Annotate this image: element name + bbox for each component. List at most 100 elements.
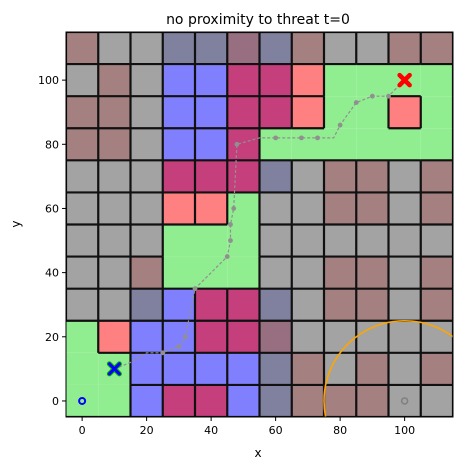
grid-cell [324,128,357,161]
grid-cell [356,288,389,321]
grid-cell [259,160,292,193]
grid-cell [420,32,453,65]
grid-cell [356,352,389,385]
grid-cell [291,32,324,65]
grid-cell [420,352,453,385]
y-tick-label: 40 [45,267,59,280]
path-point [337,122,343,128]
grid-cell [162,32,195,65]
grid-cell [130,256,163,289]
grid-cell [98,64,131,97]
grid-cell [195,96,228,129]
grid-cell [98,224,131,257]
x-tick-label: 0 [79,424,86,437]
grid-cell [130,160,163,193]
grid-cell [66,32,99,65]
y-axis-label: y [9,220,23,227]
plot-frame [65,31,454,418]
grid-cell [130,96,163,129]
grid-cell [420,224,453,257]
grid-cell [227,32,260,65]
grid-cell [259,32,292,65]
grid-cell [98,96,131,129]
grid-cell [356,192,389,225]
grid-cell [420,192,453,225]
grid-cell [66,96,99,129]
grid-cell [162,352,195,385]
grid-cell [98,32,131,65]
grid-cell [356,224,389,257]
x-tick-label: 40 [204,424,218,437]
grid-cell [324,352,357,385]
grid-cell [420,320,453,353]
grid-cell [66,352,99,385]
grid-cell [291,192,324,225]
grid-cell [356,96,389,129]
path-point [176,344,182,349]
grid-cell [324,288,357,321]
grid-cell [291,160,324,193]
grid-cell [259,320,292,353]
grid-cell [324,224,357,257]
grid-cell [162,256,195,289]
path-line [114,79,406,370]
grid-cell [130,384,163,417]
grid-cell [324,320,357,353]
x-axis: 0 20 40 60 80 100 [79,417,415,437]
grid-cell [291,224,324,257]
y-tick-label: 100 [38,74,59,87]
path-point [234,141,240,147]
grid-cell [356,384,389,417]
grid-cell [98,384,131,417]
grid-cell [388,288,421,321]
grid-cell [227,96,260,129]
grid-cell [291,384,324,417]
path-point [192,286,198,292]
grid-cell [388,320,421,353]
grid-cell [324,64,357,97]
grid-cell [356,256,389,289]
x-tick-label: 20 [140,424,154,437]
grid-cell [98,160,131,193]
grid-cell [66,64,99,97]
grid-cell [420,288,453,321]
grid-cell [195,352,228,385]
x-axis-label: x [254,446,261,460]
grid-cell [420,384,453,417]
grid-cells [66,32,453,417]
grid-cell [66,288,99,321]
grid-cell [388,128,421,161]
grid-cell [291,256,324,289]
grid-cell [259,352,292,385]
x-tick-label: 80 [333,424,347,437]
grid-cell [291,64,324,97]
grid-cell [420,64,453,97]
grid-cell [130,32,163,65]
grid-cell [130,224,163,257]
grid-cell [98,320,131,353]
grid-cell [420,96,453,129]
path-point [369,93,375,99]
path [111,79,406,372]
grid-cell [227,160,260,193]
x-tick-label: 60 [269,424,283,437]
path-point [315,135,320,141]
grid-cell [227,64,260,97]
goal-marker [397,72,412,88]
grid-cell [227,128,260,161]
grid-cell [291,96,324,129]
grid-cell [98,288,131,321]
grid-cell [195,64,228,97]
grid-cell [259,288,292,321]
grid-cell [195,128,228,161]
grid-cell [98,256,131,289]
path-point [182,334,188,340]
grid-cell [356,64,389,97]
grid-cell [356,320,389,353]
grid-cell [259,224,292,257]
grid-cell [388,352,421,385]
grid-cell [66,192,99,225]
grid-cell [195,160,228,193]
grid-cell [130,64,163,97]
path-point [228,222,233,227]
